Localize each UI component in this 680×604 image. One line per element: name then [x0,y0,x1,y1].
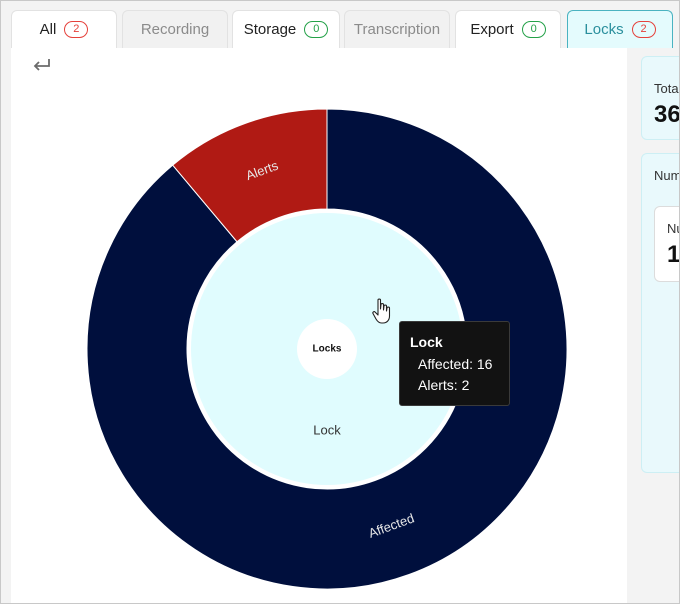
tab-locks[interactable]: Locks 2 [567,10,673,48]
count-badge: 2 [64,21,89,38]
sector-affected[interactable] [86,108,568,590]
tab-label: Export [470,21,514,38]
center-label: Locks [313,344,342,355]
tooltip-row: Affected: 16 [418,356,493,372]
tab-label: Recording [140,21,210,38]
center-node[interactable] [297,319,357,379]
total-summary-card: Total 36 [641,56,680,140]
count-badge: 0 [521,21,546,38]
sector-label-lock: Lock [313,422,341,437]
count-badge: 2 [631,21,656,38]
tab-label: Locks [584,21,624,38]
sector-alerts[interactable] [172,108,328,243]
number-summary-card: Num Nu 16 [641,153,680,473]
tooltip-row: Alerts: 2 [418,377,470,393]
tab-bar: All 2 Recording Storage 0 Transcription … [1,1,679,49]
tab-label: Transcription [353,21,441,38]
inner-card-value: 16 [667,241,680,268]
tab-label: Storage [243,21,297,38]
tab-label: All [39,21,57,38]
tab-transcription[interactable]: Transcription [344,10,450,48]
tooltip-title: Lock [410,334,443,350]
hand-pointer-icon [371,298,395,326]
tab-recording[interactable]: Recording [122,10,228,48]
return-arrow-icon[interactable] [31,56,53,74]
total-value: 36 [654,101,680,128]
total-label: Total [654,81,680,96]
number-inner-card: Nu 16 [654,206,680,282]
tab-all[interactable]: All 2 [11,10,117,48]
tab-storage[interactable]: Storage 0 [232,10,340,48]
tab-export[interactable]: Export 0 [455,10,561,48]
count-badge: 0 [304,21,329,38]
inner-card-label: Nu [667,221,679,236]
chart-tooltip: Lock Affected: 16 Alerts: 2 [399,321,510,406]
number-label: Num [654,168,680,183]
